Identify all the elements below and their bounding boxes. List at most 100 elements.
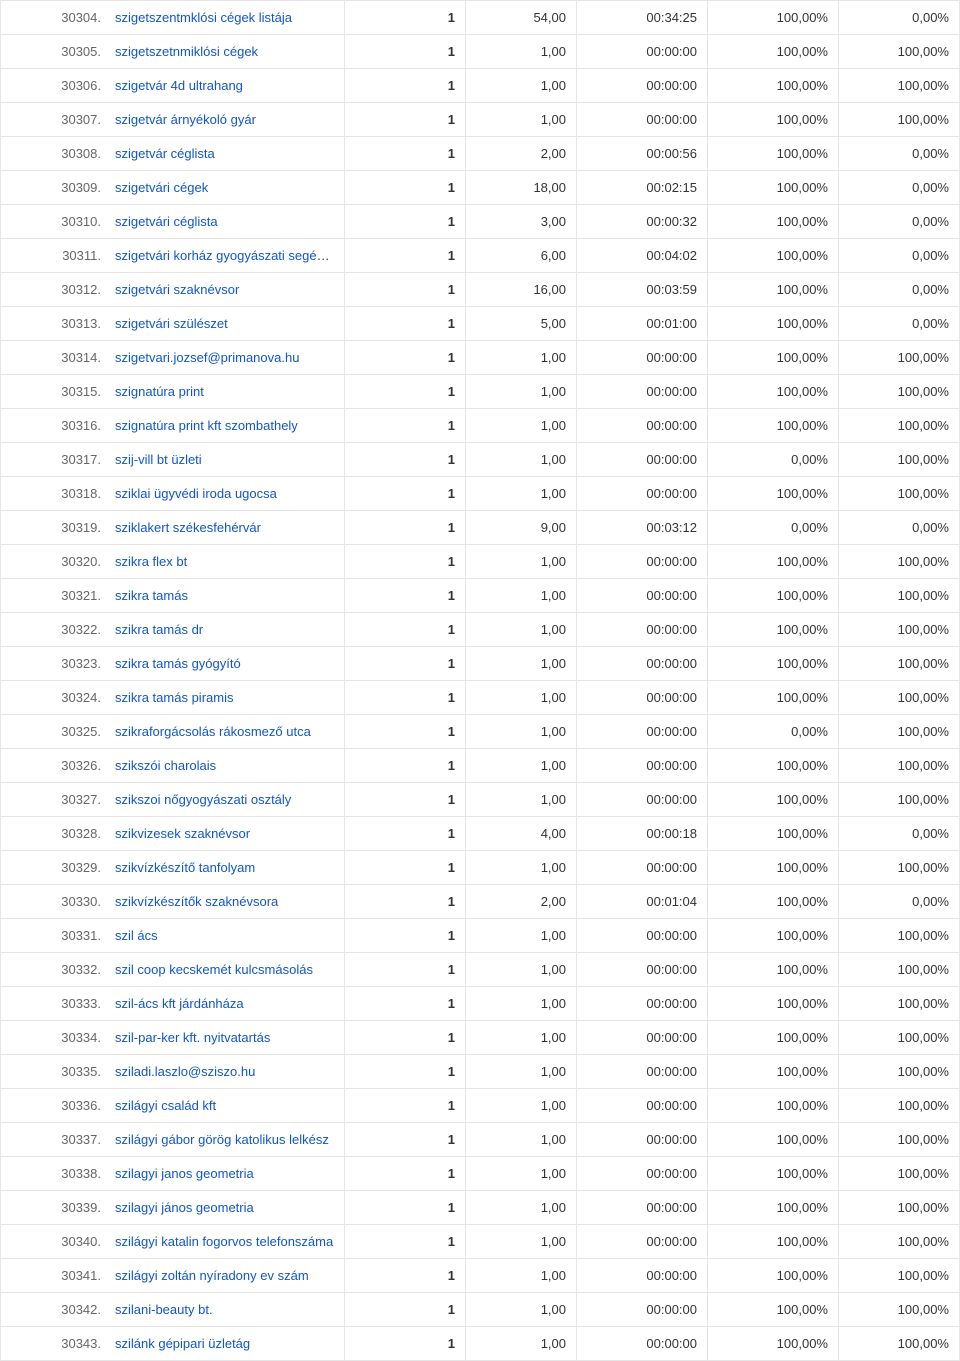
- keyword-link[interactable]: szigetvár árnyékoló gyár: [115, 112, 256, 127]
- bounce-rate-cell: 0,00%: [839, 239, 960, 273]
- keyword-link[interactable]: szigetvári szaknévsor: [115, 282, 239, 297]
- new-sessions-cell: 100,00%: [708, 137, 839, 171]
- sessions-cell: 1: [345, 919, 466, 953]
- row-index: 30318.: [41, 477, 105, 511]
- keyword-link[interactable]: szilánk gépipari üzletág: [115, 1336, 250, 1351]
- keyword-link[interactable]: szilágyi katalin fogorvos telefonszáma: [115, 1234, 333, 1249]
- keyword-link[interactable]: szigetvári cégek: [115, 180, 208, 195]
- table-row: 30306.szigetvár 4d ultrahang11,0000:00:0…: [1, 69, 960, 103]
- new-sessions-cell: 100,00%: [708, 885, 839, 919]
- keyword-link[interactable]: szikra tamás: [115, 588, 188, 603]
- avg-duration-cell: 00:00:56: [577, 137, 708, 171]
- keyword-cell: szikvízkészítők szaknévsora: [105, 885, 345, 919]
- keyword-link[interactable]: szigetvári céglista: [115, 214, 218, 229]
- table-row: 30305.szigetszetnmiklósi cégek11,0000:00…: [1, 35, 960, 69]
- pages-session-cell: 54,00: [466, 1, 577, 35]
- keyword-link[interactable]: szikra tamás piramis: [115, 690, 233, 705]
- keyword-link[interactable]: szilagyi jános geometria: [115, 1200, 254, 1215]
- keyword-link[interactable]: szignatúra print kft szombathely: [115, 418, 298, 433]
- keyword-link[interactable]: szigetvár 4d ultrahang: [115, 78, 243, 93]
- pages-session-cell: 18,00: [466, 171, 577, 205]
- pages-session-cell: 1,00: [466, 103, 577, 137]
- keyword-link[interactable]: szil coop kecskemét kulcsmásolás: [115, 962, 313, 977]
- keyword-link[interactable]: sziladi.laszlo@sziszo.hu: [115, 1064, 255, 1079]
- sessions-cell: 1: [345, 477, 466, 511]
- bounce-rate-cell: 100,00%: [839, 35, 960, 69]
- table-row: 30328.szikvizesek szaknévsor14,0000:00:1…: [1, 817, 960, 851]
- keyword-link[interactable]: szikra tamás gyógyító: [115, 656, 241, 671]
- bounce-rate-cell: 100,00%: [839, 1123, 960, 1157]
- keyword-link[interactable]: szigetvári korház gyogyászati segédeszkö…: [115, 248, 345, 263]
- sessions-cell: 1: [345, 103, 466, 137]
- keyword-link[interactable]: szikvízkészítők szaknévsora: [115, 894, 278, 909]
- table-row: 30329.szikvízkészítő tanfolyam11,0000:00…: [1, 851, 960, 885]
- keyword-link[interactable]: szikvizesek szaknévsor: [115, 826, 250, 841]
- avg-duration-cell: 00:00:00: [577, 953, 708, 987]
- avg-duration-cell: 00:00:00: [577, 35, 708, 69]
- keyword-link[interactable]: szil-ács kft járdánháza: [115, 996, 244, 1011]
- keyword-link[interactable]: sziklai ügyvédi iroda ugocsa: [115, 486, 277, 501]
- sessions-cell: 1: [345, 613, 466, 647]
- keyword-link[interactable]: szikvízkészítő tanfolyam: [115, 860, 255, 875]
- bounce-rate-cell: 0,00%: [839, 171, 960, 205]
- sessions-cell: 1: [345, 749, 466, 783]
- avg-duration-cell: 00:00:00: [577, 69, 708, 103]
- keyword-link[interactable]: szilagyi janos geometria: [115, 1166, 254, 1181]
- keyword-link[interactable]: szigetvari.jozsef@primanova.hu: [115, 350, 299, 365]
- new-sessions-cell: 100,00%: [708, 647, 839, 681]
- bounce-rate-cell: 100,00%: [839, 69, 960, 103]
- table-row: 30333.szil-ács kft járdánháza11,0000:00:…: [1, 987, 960, 1021]
- row-index: 30329.: [41, 851, 105, 885]
- keyword-link[interactable]: szil ács: [115, 928, 158, 943]
- sessions-cell: 1: [345, 1191, 466, 1225]
- keyword-cell: szikra tamás piramis: [105, 681, 345, 715]
- keyword-link[interactable]: szil-par-ker kft. nyitvatartás: [115, 1030, 270, 1045]
- keyword-link[interactable]: szikszói charolais: [115, 758, 216, 773]
- keyword-link[interactable]: szigetszetnmiklósi cégek: [115, 44, 258, 59]
- sessions-cell: 1: [345, 137, 466, 171]
- keyword-cell: sziklai ügyvédi iroda ugocsa: [105, 477, 345, 511]
- keyword-link[interactable]: szignatúra print: [115, 384, 204, 399]
- new-sessions-cell: 100,00%: [708, 35, 839, 69]
- keyword-link[interactable]: szij-vill bt üzleti: [115, 452, 202, 467]
- table-row: 30342.szilani-beauty bt.11,0000:00:00100…: [1, 1293, 960, 1327]
- table-row: 30316.szignatúra print kft szombathely11…: [1, 409, 960, 443]
- keyword-link[interactable]: szikszoi nőgyogyászati osztály: [115, 792, 291, 807]
- keyword-link[interactable]: szikra flex bt: [115, 554, 187, 569]
- table-row: 30326.szikszói charolais11,0000:00:00100…: [1, 749, 960, 783]
- row-index: 30336.: [41, 1089, 105, 1123]
- table-row: 30331.szil ács11,0000:00:00100,00%100,00…: [1, 919, 960, 953]
- pages-session-cell: 1,00: [466, 375, 577, 409]
- keyword-link[interactable]: szigetszentmklósi cégek listája: [115, 10, 292, 25]
- keyword-link[interactable]: sziklakert székesfehérvár: [115, 520, 261, 535]
- row-pad: [1, 681, 42, 715]
- new-sessions-cell: 100,00%: [708, 953, 839, 987]
- keyword-link[interactable]: szilágyi gábor görög katolikus lelkész: [115, 1132, 329, 1147]
- bounce-rate-cell: 100,00%: [839, 1055, 960, 1089]
- keyword-link[interactable]: szikraforgácsolás rákosmező utca: [115, 724, 311, 739]
- bounce-rate-cell: 100,00%: [839, 987, 960, 1021]
- keyword-cell: szil coop kecskemét kulcsmásolás: [105, 953, 345, 987]
- row-index: 30342.: [41, 1293, 105, 1327]
- keyword-link[interactable]: szigetvár céglista: [115, 146, 215, 161]
- sessions-cell: 1: [345, 1123, 466, 1157]
- keyword-cell: szij-vill bt üzleti: [105, 443, 345, 477]
- avg-duration-cell: 00:00:00: [577, 1055, 708, 1089]
- row-index: 30335.: [41, 1055, 105, 1089]
- row-pad: [1, 1021, 42, 1055]
- row-pad: [1, 1123, 42, 1157]
- sessions-cell: 1: [345, 647, 466, 681]
- avg-duration-cell: 00:01:00: [577, 307, 708, 341]
- table-row: 30335.sziladi.laszlo@sziszo.hu11,0000:00…: [1, 1055, 960, 1089]
- keyword-link[interactable]: szilágyi zoltán nyíradony ev szám: [115, 1268, 309, 1283]
- table-row: 30317.szij-vill bt üzleti11,0000:00:000,…: [1, 443, 960, 477]
- avg-duration-cell: 00:00:00: [577, 375, 708, 409]
- keyword-link[interactable]: szilani-beauty bt.: [115, 1302, 213, 1317]
- keyword-link[interactable]: szikra tamás dr: [115, 622, 203, 637]
- keyword-link[interactable]: szilágyi család kft: [115, 1098, 216, 1113]
- new-sessions-cell: 100,00%: [708, 579, 839, 613]
- avg-duration-cell: 00:00:00: [577, 477, 708, 511]
- table-row: 30325.szikraforgácsolás rákosmező utca11…: [1, 715, 960, 749]
- row-index: 30331.: [41, 919, 105, 953]
- keyword-link[interactable]: szigetvári szülészet: [115, 316, 228, 331]
